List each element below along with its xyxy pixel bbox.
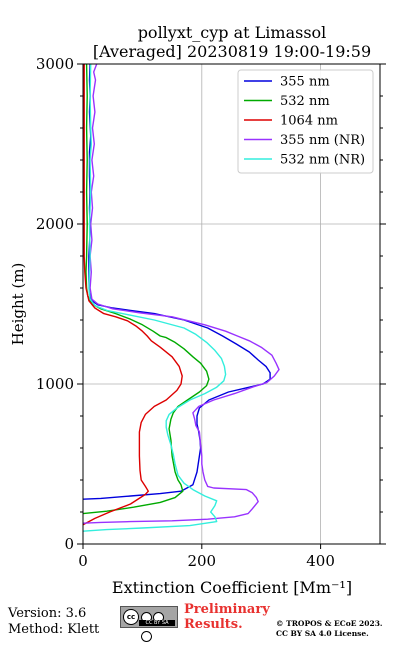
chart-title: pollyxt_cyp at Limassol — [138, 23, 327, 42]
series-line-1 — [82, 63, 210, 515]
x-tick-label: 400 — [306, 552, 335, 570]
y-axis-label: Height (m) — [9, 263, 27, 346]
chart: 0 1000 2000 3000 0 200 400 pollyxt_cyp at Lima… — [9, 23, 386, 597]
x-axis-label: Extinction Coefficient [Mm⁻¹] — [112, 578, 352, 597]
y-tick-label: 1000 — [36, 375, 74, 393]
x-tick-label: 200 — [187, 552, 216, 570]
legend-label: 1064 nm — [280, 114, 338, 129]
cc-icon: cc — [123, 609, 139, 625]
footer-info: Version: 3.6 Method: Klett — [8, 606, 99, 638]
legend-label: 355 nm (NR) — [280, 133, 365, 148]
preliminary-notice: Preliminary Results. — [184, 602, 270, 632]
series-line-3 — [82, 63, 280, 524]
cc-badge-text: CC BY SA — [139, 620, 175, 626]
preliminary-line-2: Results. — [184, 617, 243, 632]
legend: 355 nm 532 nm 1064 nm 355 nm (NR) 532 nm (NR… — [237, 69, 374, 174]
preliminary-line-1: Preliminary — [184, 602, 270, 617]
y-tick-label: 2000 — [36, 215, 74, 233]
series-line-4 — [82, 63, 227, 532]
y-tick-label: 3000 — [36, 55, 74, 73]
method-text: Method: Klett — [8, 622, 100, 637]
version-text: Version: 3.6 — [8, 606, 87, 621]
legend-label: 355 nm — [280, 75, 330, 90]
series-lines — [82, 63, 280, 532]
legend-label: 532 nm — [280, 94, 330, 109]
series-line-2 — [82, 64, 183, 526]
legend-box — [237, 69, 374, 174]
y-tick-label: 0 — [64, 535, 74, 553]
cc-license-logo: cc CC BY SA — [120, 606, 178, 642]
x-tick-label: 0 — [78, 552, 88, 570]
chart-subtitle: [Averaged] 20230819 19:00-19:59 — [93, 42, 371, 61]
license-line-2: CC BY SA 4.0 License. — [276, 629, 369, 638]
axis-ticks: 0 1000 2000 3000 0 200 400 — [36, 55, 386, 570]
license-line-1: © TROPOS & ECoE 2023. — [276, 619, 383, 628]
legend-label: 532 nm (NR) — [280, 153, 365, 168]
plot-frame — [82, 63, 381, 545]
by-sa-icons — [141, 608, 175, 642]
license-notice: © TROPOS & ECoE 2023. CC BY SA 4.0 Licen… — [276, 619, 383, 639]
